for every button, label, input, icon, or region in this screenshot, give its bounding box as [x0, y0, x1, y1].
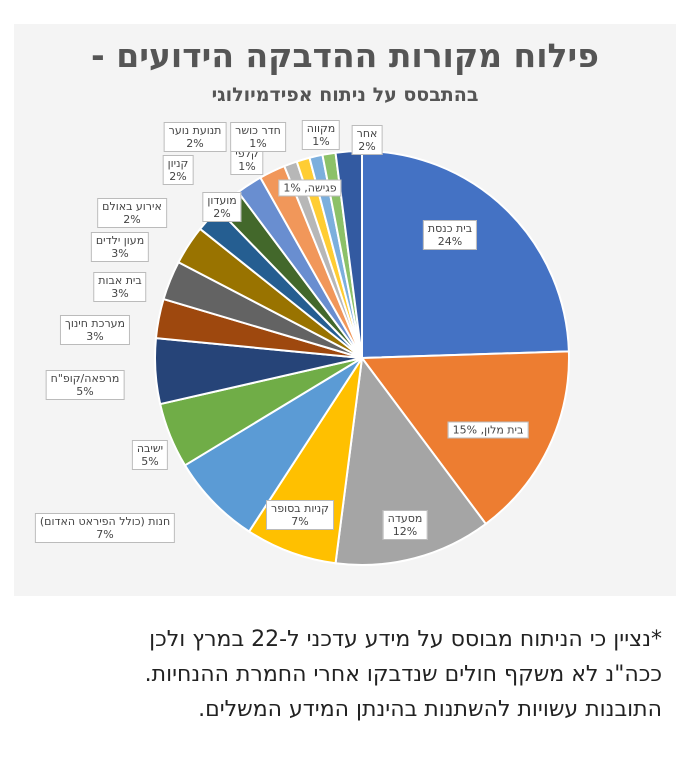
chart-title: פילוח מקורות ההדבקה הידועים -	[91, 36, 599, 75]
data-label: בית מלון, 15%	[447, 421, 529, 439]
data-label: ישיבה 5%	[131, 440, 169, 470]
data-label: מעון ילדים 3%	[90, 232, 150, 262]
data-label: בית כנסת 24%	[422, 220, 478, 250]
footnote-line: *נציין כי הניתוח מבוסס על מידע עדכני ל-2…	[149, 627, 662, 652]
footnote: *נציין כי הניתוח מבוסס על מידע עדכני ל-2…	[22, 622, 662, 727]
data-label: מקווה 1%	[301, 120, 341, 150]
chart-subtitle: בהתבסס על ניתוח אפידמיולוגי	[211, 84, 479, 106]
data-label: קניון 2%	[162, 155, 194, 185]
data-label: מסעדה 12%	[382, 510, 428, 540]
footnote-line: התובנות עשויות להשתנות בהינתן המידע המשל…	[198, 697, 662, 722]
data-label: מועדון 2%	[202, 192, 242, 222]
data-label: אירוע באולם 2%	[97, 198, 167, 228]
data-label: תנועת נוער 2%	[163, 122, 227, 152]
data-label: מערכת חינוך 3%	[59, 315, 131, 345]
pie-slice	[361, 149, 570, 360]
data-label: קניות בסופר 7%	[266, 500, 334, 530]
data-label: מרפאה/קופ"ח 5%	[45, 370, 125, 400]
data-label: חדר כושר 1%	[230, 122, 286, 152]
pie-slice	[334, 355, 488, 566]
data-label: בית אבות 3%	[93, 272, 147, 302]
data-label: פגישה, 1%	[278, 179, 342, 197]
data-label: אחר 2%	[351, 125, 383, 155]
footnote-line: ככה"נ לא משקף חולים שנדבקו אחרי החמרת הה…	[144, 662, 662, 687]
data-label: חנות (כולל הפיראט האדום) 7%	[34, 513, 176, 543]
